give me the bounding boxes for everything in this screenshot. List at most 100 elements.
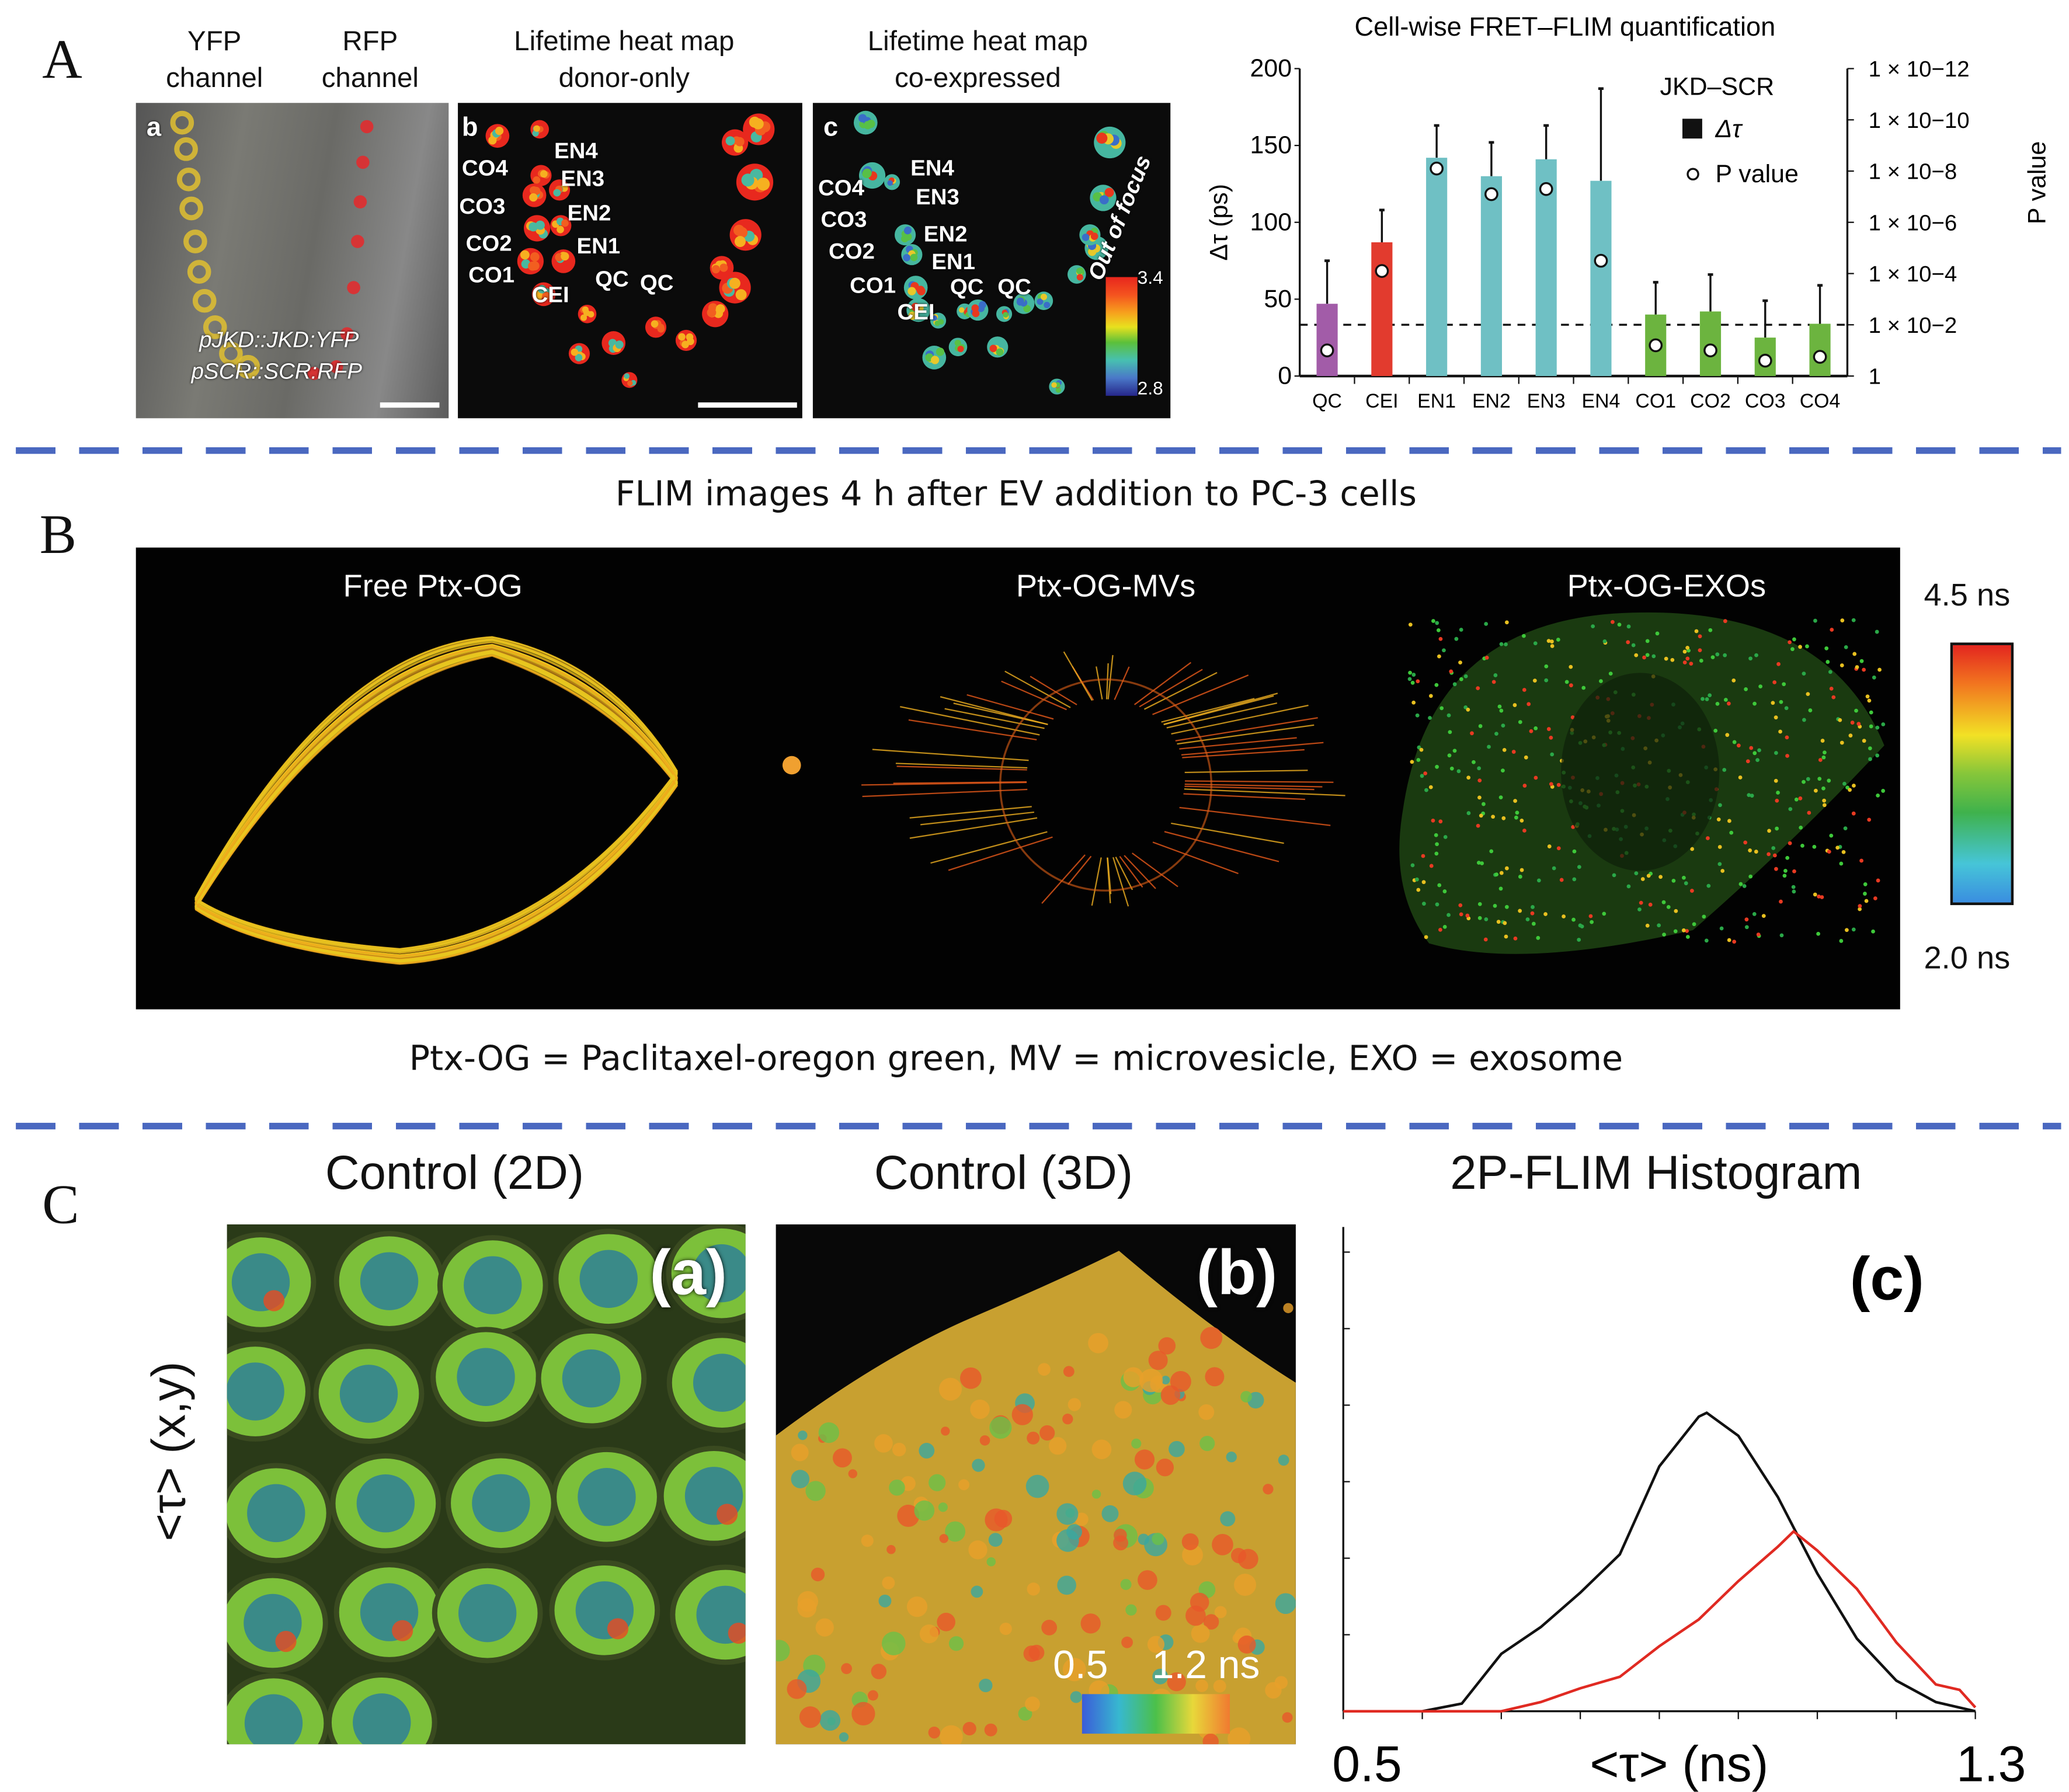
- speckle-3d: [1220, 1511, 1236, 1527]
- speckle-3d: [798, 1430, 808, 1440]
- speckle-3d: [919, 1624, 939, 1644]
- cells-3d: [776, 1251, 1296, 1745]
- exo-speckle: [1802, 718, 1806, 722]
- y2-tick-label: 1 × 10−12: [1869, 57, 1970, 82]
- exo-speckle: [1692, 922, 1696, 927]
- nucleus-2d: [457, 1348, 515, 1406]
- flim-image-strip: Free Ptx-OG Ptx-OG-MVs Ptx-OG-EXOs: [135, 547, 1900, 1010]
- colorbar-min-label: 2.0 ns: [1924, 941, 2011, 977]
- cell-label-co1: CO1: [850, 273, 896, 298]
- speckle-3d: [871, 1664, 887, 1679]
- exo-speckle: [1550, 752, 1555, 757]
- x-tick-label: QC: [1312, 390, 1342, 412]
- exo-speckle: [1752, 701, 1757, 706]
- speckle-3d: [1070, 1691, 1082, 1703]
- exo-speckle: [1569, 683, 1573, 688]
- exo-speckle: [1410, 760, 1414, 764]
- cell-label-co2: CO2: [829, 238, 875, 264]
- chart-title: Cell-wise FRET–FLIM quantification: [1355, 12, 1776, 41]
- speckle-3d: [1198, 1404, 1215, 1420]
- exo-speckle: [1458, 903, 1463, 907]
- speckle-3d: [999, 1622, 1012, 1636]
- cell-speckle: [587, 311, 594, 318]
- cell-speckle: [520, 250, 530, 260]
- title-control-3d: Control (3D): [874, 1145, 1133, 1199]
- exo-speckle: [1626, 640, 1630, 645]
- exo-speckle: [1850, 721, 1855, 725]
- exo-speckle: [1578, 923, 1583, 928]
- exo-speckle: [1820, 739, 1825, 743]
- exo-speckle: [1477, 778, 1482, 783]
- cell-label-qc: QC: [997, 274, 1031, 300]
- exo-speckle: [1452, 749, 1457, 753]
- title-histogram: 2P-FLIM Histogram: [1450, 1145, 1862, 1199]
- cell-fiber: [930, 831, 1048, 864]
- exo-speckle: [1456, 769, 1461, 774]
- microtubule-fiber: [194, 651, 678, 962]
- microtubule-fiber: [194, 645, 678, 957]
- cell-fiber: [862, 788, 1028, 798]
- panel-letter-c: (c): [1850, 1245, 1924, 1313]
- exo-speckle: [1788, 841, 1792, 845]
- exo-speckle: [1424, 935, 1428, 940]
- yfp-cell: [203, 315, 227, 339]
- cell-speckle: [1082, 234, 1090, 241]
- exo-speckle: [1559, 878, 1564, 882]
- cell-speckle: [989, 345, 997, 353]
- exo-speckle: [1536, 935, 1541, 940]
- exo-speckle: [1845, 928, 1849, 932]
- speckle-3d: [906, 1596, 928, 1617]
- exo-speckle: [1501, 768, 1505, 773]
- cell-label-qc: QC: [950, 274, 984, 300]
- speckle-3d: [1027, 1431, 1040, 1445]
- exo-speckle: [1446, 713, 1451, 718]
- cell-fiber: [1143, 671, 1218, 710]
- rfp-cell: [329, 360, 343, 374]
- exo-speckle: [1631, 643, 1636, 648]
- cell-fiber: [966, 694, 1054, 720]
- hotspot-2d: [392, 1620, 413, 1641]
- exo-speckle: [1864, 899, 1869, 903]
- cell-label-en4: EN4: [554, 138, 598, 164]
- cell-speckle: [711, 265, 721, 274]
- cell-speckle: [533, 293, 543, 302]
- exo-speckle: [1549, 735, 1553, 740]
- exo-speckle: [1434, 833, 1438, 837]
- microtubule-fiber: [194, 636, 678, 950]
- speckle-3d: [1088, 1332, 1108, 1353]
- exo-speckle: [1698, 634, 1702, 639]
- speckle-3d: [1275, 1593, 1296, 1614]
- speckle-3d: [1114, 1528, 1127, 1542]
- exo-speckle: [1416, 888, 1421, 892]
- exo-speckle: [1651, 654, 1656, 659]
- exo-speckle: [1502, 747, 1507, 752]
- cell-fiber: [1163, 693, 1278, 725]
- speckle-3d: [919, 1443, 935, 1459]
- cell-label-co3: CO3: [820, 207, 867, 232]
- exo-speckle: [1729, 830, 1734, 835]
- colorbar-max: 3.4: [1137, 266, 1163, 288]
- exo-speckle: [1824, 646, 1829, 650]
- speckle-3d: [940, 1725, 963, 1745]
- speckle-3d: [1138, 1570, 1157, 1590]
- exo-speckle: [1448, 730, 1452, 735]
- speckle-3d: [1230, 1547, 1247, 1564]
- exo-speckle: [1881, 789, 1886, 793]
- speckle-3d: [1011, 1404, 1033, 1425]
- exo-speckle: [1645, 653, 1650, 657]
- scale-colorbar: [1082, 1694, 1230, 1734]
- exo-speckle: [1498, 886, 1503, 891]
- header-line: YFP: [187, 26, 242, 57]
- exo-speckle: [1775, 826, 1779, 831]
- exo-speckle: [1438, 927, 1442, 932]
- speckle-3d: [1114, 1401, 1132, 1419]
- exo-speckle: [1761, 914, 1766, 918]
- cell-speckle: [1099, 195, 1109, 205]
- exo-speckle: [1591, 624, 1595, 628]
- speckle-3d: [861, 1534, 874, 1547]
- cell-speckle: [725, 136, 735, 146]
- cell-fiber: [1131, 852, 1178, 888]
- cell-speckle: [542, 291, 551, 300]
- bar-en4: [1590, 180, 1612, 376]
